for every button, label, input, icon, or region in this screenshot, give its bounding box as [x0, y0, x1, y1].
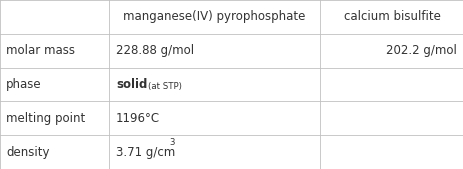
Text: solid: solid — [116, 78, 147, 91]
Text: phase: phase — [6, 78, 42, 91]
Text: 228.88 g/mol: 228.88 g/mol — [116, 44, 194, 57]
Text: melting point: melting point — [6, 112, 85, 125]
Text: (at STP): (at STP) — [147, 82, 181, 91]
Text: 1196°C: 1196°C — [116, 112, 160, 125]
Text: 3: 3 — [169, 138, 175, 147]
Text: molar mass: molar mass — [6, 44, 75, 57]
Text: calcium bisulfite: calcium bisulfite — [343, 10, 439, 23]
Text: 202.2 g/mol: 202.2 g/mol — [385, 44, 456, 57]
Text: density: density — [6, 146, 50, 159]
Text: 3.71 g/cm: 3.71 g/cm — [116, 146, 175, 159]
Text: manganese(IV) pyrophosphate: manganese(IV) pyrophosphate — [123, 10, 305, 23]
